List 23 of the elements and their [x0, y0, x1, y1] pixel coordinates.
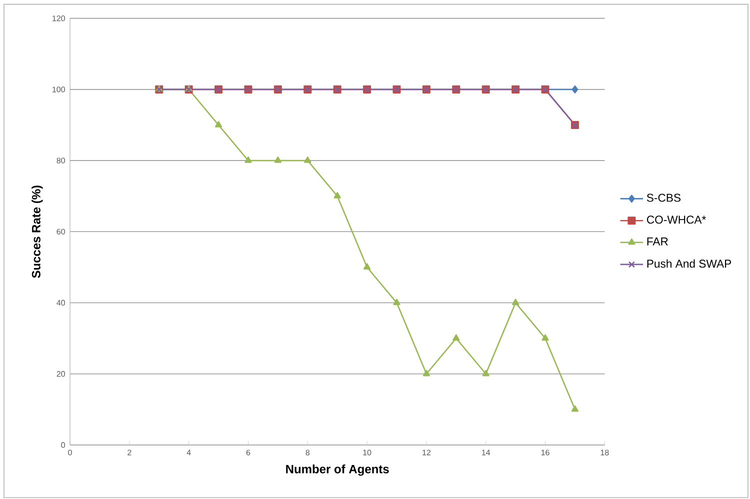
y-tick-label: 120 [52, 15, 65, 22]
legend-label: Push And SWAP [647, 259, 732, 268]
y-tick-label: 40 [56, 300, 65, 306]
x-tick-label: 2 [128, 450, 132, 456]
x-tick-label: 4 [186, 450, 191, 456]
x-tick-label: 10 [363, 450, 372, 456]
y-axis-title: Succes Rate (%) [32, 186, 43, 278]
y-tick-label: 80 [56, 158, 65, 164]
x-tick-label: 8 [306, 450, 310, 456]
y-tick-label: 100 [52, 86, 65, 92]
x-tick-label: 12 [422, 450, 430, 456]
legend-label: FAR [647, 238, 668, 246]
x-tick-label: 14 [482, 450, 490, 456]
x-tick-label: 6 [246, 450, 250, 456]
x-tick-label: 16 [541, 450, 550, 456]
x-tick-label: 18 [600, 450, 609, 456]
legend-label: CO-WHCA* [646, 216, 706, 224]
y-tick-label: 0 [61, 442, 65, 448]
x-axis-title: Number of Agents [286, 464, 389, 476]
legend-label: S-CBS [646, 194, 681, 202]
y-tick-label: 60 [56, 228, 65, 234]
x-tick-label: 0 [68, 450, 72, 456]
y-tick-label: 20 [56, 371, 65, 377]
